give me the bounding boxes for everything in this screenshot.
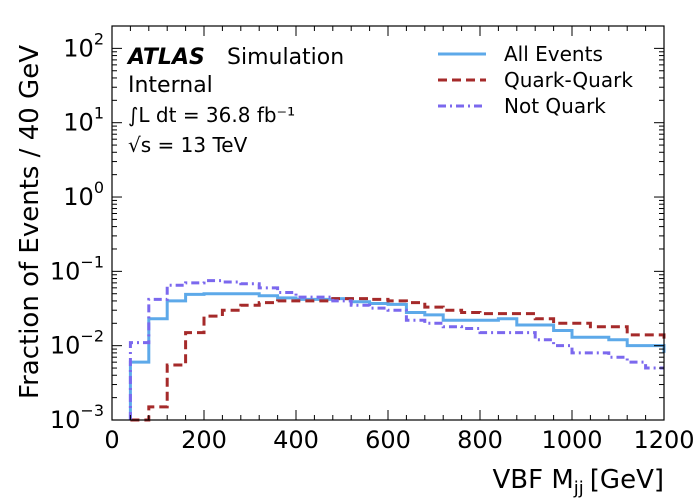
y-tick-label: 10−3 — [50, 401, 104, 434]
x-tick-label: 1200 — [633, 426, 694, 454]
y-tick-label-base: 10 — [63, 183, 94, 211]
series-line-all-events — [128, 292, 666, 420]
axis-ticks: 0 200 400 600 800 1000 120010−310−210−11001011… — [50, 25, 695, 454]
x-tick-label: 200 — [181, 426, 227, 454]
x-tick-label: 600 — [365, 426, 411, 454]
y-tick-label: 10−2 — [50, 327, 104, 360]
y-tick-label-base: 10 — [63, 34, 94, 62]
legend-label: Not Quark — [504, 94, 606, 118]
series-line-quark-quark — [130, 297, 666, 422]
internal-label: Internal — [128, 73, 213, 98]
plot-area — [128, 279, 666, 422]
y-tick-label: 10−1 — [50, 252, 104, 285]
legend-label: Quark-Quark — [504, 68, 633, 92]
y-tick-label-base: 10 — [50, 332, 81, 360]
y-tick-label-exponent: −2 — [80, 327, 104, 346]
x-tick-label: 400 — [273, 426, 319, 454]
y-tick-label: 100 — [63, 178, 104, 211]
x-tick-label: 0 — [104, 426, 119, 454]
simulation-label: Simulation — [227, 45, 344, 70]
x-axis-title-main: VBF M — [492, 465, 573, 495]
lumi-label: ∫L dt = 36.8 fb⁻¹ — [128, 103, 295, 127]
y-tick-label-exponent: 2 — [94, 29, 104, 48]
energy-label: √s = 13 TeV — [128, 133, 248, 157]
y-tick-label-exponent: 0 — [94, 178, 104, 197]
x-tick-label: 800 — [457, 426, 503, 454]
x-axis-title-unit: [GeV] — [590, 465, 664, 495]
atlas-annotation: ATLAS Simulation Internal ∫L dt = 36.8 f… — [126, 45, 344, 157]
y-tick-label-exponent: 1 — [94, 104, 104, 123]
y-tick-label-base: 10 — [50, 257, 81, 285]
y-tick-label-exponent: −3 — [80, 401, 104, 420]
y-tick-label-exponent: −1 — [80, 252, 104, 271]
y-axis-title: Fraction of Events / 40 GeV — [15, 45, 45, 399]
x-axis-title: VBF Mjj [GeV] — [492, 465, 664, 499]
y-tick-label-base: 10 — [50, 406, 81, 434]
atlas-label: ATLAS — [126, 45, 205, 70]
x-axis-title-sub: jj — [573, 478, 584, 499]
x-tick-label: 1000 — [541, 426, 602, 454]
y-tick-label: 101 — [63, 104, 104, 137]
y-tick-label-base: 10 — [63, 109, 94, 137]
y-tick-label: 102 — [63, 29, 104, 62]
legend-label: All Events — [504, 42, 603, 66]
